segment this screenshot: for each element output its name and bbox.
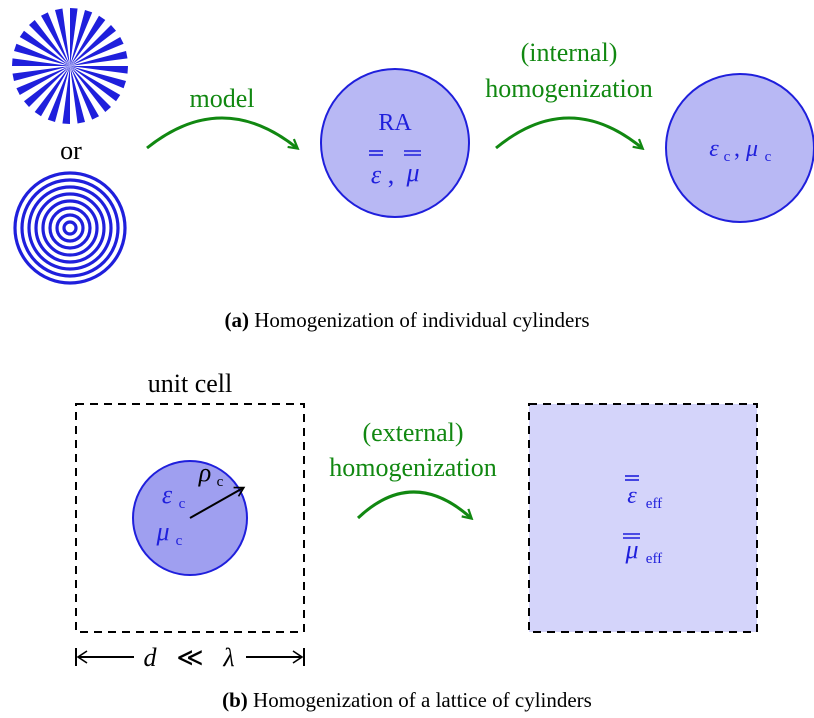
cyl-mu-sub: c: [176, 533, 183, 549]
c-eps: ε: [709, 136, 719, 162]
ra-eps: ε: [371, 160, 382, 189]
ra-sep: ,: [388, 160, 395, 189]
star-wedge: [41, 12, 70, 66]
caption-b: (b) Homogenization of a lattice of cylin…: [222, 688, 592, 712]
dim-d: d: [144, 643, 158, 672]
star-wedge: [16, 66, 70, 95]
star-wedge: [62, 66, 70, 124]
dimension-indicator: d ≪ λ: [75, 643, 305, 672]
ra-tensor-params: ε , μ: [369, 150, 421, 189]
star-wedge: [19, 30, 70, 66]
homogenized-params: ε c , μ c: [709, 136, 771, 165]
eff-mu-sub: eff: [646, 551, 662, 567]
star-wedge: [23, 66, 71, 108]
star-wedge: [47, 66, 70, 123]
star-wedge: [70, 8, 78, 66]
star-wedge: [70, 9, 93, 66]
star-wedge: [70, 66, 128, 74]
ra-label: RA: [378, 110, 412, 136]
eff-eps: ε: [627, 483, 637, 509]
caption-a-bold: (a): [224, 308, 249, 332]
dim-much-less: ≪: [176, 643, 203, 672]
c-eps-sub: c: [724, 149, 731, 165]
homogenized-cylinder-circle: [665, 73, 814, 223]
star-wedge: [70, 24, 117, 67]
dim-lambda: λ: [222, 643, 234, 672]
internal-label-line1: (internal): [521, 38, 618, 67]
star-wedge: [54, 8, 70, 66]
caption-a: (a) Homogenization of individual cylinde…: [224, 308, 589, 332]
effective-params: ε eff μ eff: [623, 475, 662, 567]
cyl-eps: ε: [162, 480, 173, 509]
star-wedge: [70, 66, 112, 113]
star-wedge: [70, 37, 124, 66]
caption-b-text: Homogenization of a lattice of cylinders: [248, 688, 592, 712]
c-mu-sub: c: [765, 149, 772, 165]
model-label: model: [190, 84, 255, 113]
effective-medium-box: [528, 403, 758, 633]
star-wedge: [70, 66, 127, 89]
caption-a-text: Homogenization of individual cylinders: [249, 308, 590, 332]
external-label-line2: homogenization: [329, 453, 497, 482]
ra-mu: μ: [405, 158, 419, 187]
caption-b-bold: (b): [222, 688, 248, 712]
concentric-ring-cylinder-icon: [13, 171, 127, 285]
star-wedge: [70, 66, 121, 102]
star-wedge: [70, 66, 86, 124]
model-arrow: [146, 116, 297, 148]
c-mu: μ: [745, 136, 758, 162]
star-wedge: [70, 66, 99, 120]
internal-homogenization-arrow: [495, 116, 642, 148]
eff-mu: μ: [624, 535, 638, 564]
cyl-mu: μ: [155, 517, 169, 546]
radial-star-cylinder-icon: [12, 8, 128, 124]
internal-label-line2: homogenization: [485, 74, 653, 103]
cylinder-params: ε c μ c ρ c: [155, 458, 223, 549]
star-wedge: [70, 15, 106, 66]
star-wedge: [12, 58, 70, 66]
cyl-rho-sub: c: [217, 474, 224, 490]
cyl-rho: ρ: [198, 458, 211, 487]
c-sep: ,: [734, 136, 740, 162]
cyl-eps-sub: c: [179, 496, 186, 512]
star-wedge: [70, 50, 128, 66]
or-label: or: [60, 136, 82, 165]
external-homogenization-arrow: [356, 490, 471, 518]
radius-arrow: [189, 486, 246, 519]
star-wedge: [28, 19, 71, 67]
star-wedge: [34, 66, 70, 117]
unit-cell-box: [75, 403, 305, 633]
ra-circle: [320, 68, 470, 218]
external-label-line1: (external): [362, 418, 463, 447]
unit-cell-label: unit cell: [148, 369, 232, 398]
star-wedge: [12, 66, 70, 82]
eff-eps-sub: eff: [646, 496, 662, 512]
star-wedge: [13, 43, 70, 66]
